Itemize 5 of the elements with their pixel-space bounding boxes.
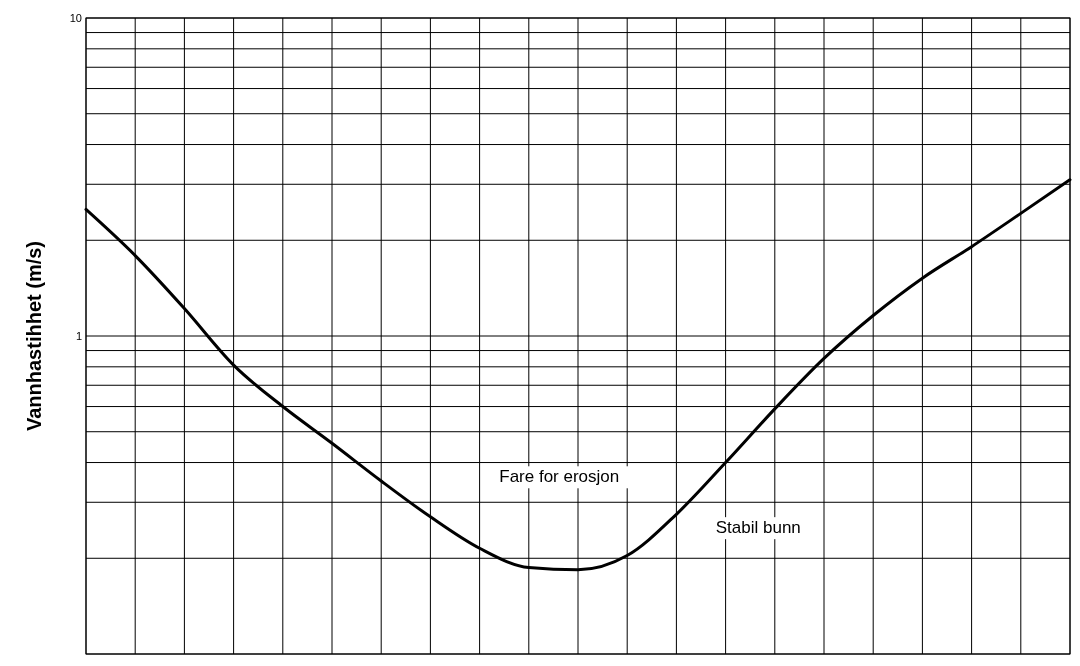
annotation: Stabil bunn [715, 518, 801, 538]
y-axis-title: Vannhastihhet (m/s) [23, 240, 45, 432]
y-tick-label: 1 [75, 329, 82, 342]
y-tick-label: 10 [69, 11, 82, 24]
annotation: Fare for erosjon [499, 467, 620, 487]
